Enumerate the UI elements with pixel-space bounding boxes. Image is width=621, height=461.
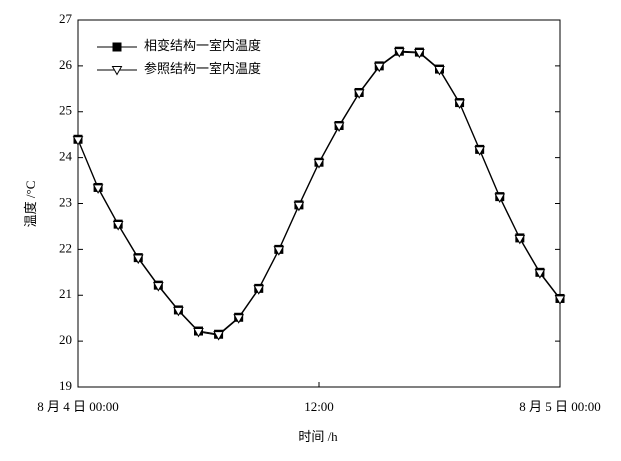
y-tick-label: 27: [59, 11, 73, 26]
y-tick-label: 20: [59, 332, 72, 347]
x-tick-label: 12:00: [304, 399, 334, 414]
x-axis-label: 时间 /h: [298, 429, 338, 444]
data-point: [333, 122, 345, 132]
data-point: [72, 136, 84, 146]
series-line: [77, 51, 561, 336]
y-tick-label: 24: [59, 149, 73, 164]
data-point: [273, 246, 285, 256]
x-tick-label: 8 月 5 日 00:00: [519, 399, 601, 414]
y-tick-label: 21: [59, 286, 72, 301]
series-line: [77, 50, 561, 335]
data-point: [152, 282, 164, 292]
data-point: [393, 48, 405, 58]
data-point: [173, 306, 184, 317]
data-point: [253, 285, 265, 295]
data-point: [514, 234, 526, 245]
data-point: [92, 184, 104, 194]
data-point: [474, 146, 486, 156]
legend-marker: [112, 42, 122, 52]
data-point: [534, 269, 546, 279]
legend-label: 相变结构一室内温度: [144, 38, 261, 53]
y-tick-label: 19: [59, 378, 72, 393]
data-point: [454, 99, 465, 110]
y-tick-label: 22: [59, 240, 72, 255]
legend-label: 参照结构一室内温度: [144, 61, 261, 76]
data-point: [554, 295, 566, 305]
y-tick-label: 25: [59, 103, 72, 118]
data-point: [494, 193, 506, 204]
data-point: [293, 201, 305, 212]
data-point: [434, 66, 445, 76]
x-tick-label: 8 月 4 日 00:00: [37, 399, 119, 414]
data-point: [132, 254, 144, 265]
data-point: [213, 331, 224, 341]
y-axis-label: 温度 /°C: [23, 181, 38, 228]
y-tick-label: 23: [59, 194, 72, 209]
data-point: [112, 221, 124, 231]
data-point: [373, 62, 385, 73]
data-point: [313, 159, 325, 169]
data-point: [193, 327, 204, 338]
data-point: [233, 314, 245, 324]
data-point: [353, 89, 365, 99]
y-tick-label: 26: [59, 57, 73, 72]
legend-marker: [111, 66, 123, 76]
data-point: [414, 49, 425, 59]
